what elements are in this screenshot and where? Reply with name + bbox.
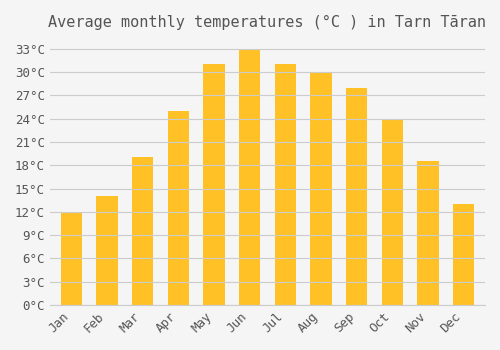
Bar	[382, 119, 403, 305]
Bar	[310, 72, 332, 305]
Bar	[239, 49, 260, 305]
Bar	[203, 64, 224, 305]
Bar	[132, 158, 154, 305]
Bar	[168, 111, 189, 305]
Bar	[417, 161, 438, 305]
Bar	[60, 212, 82, 305]
Bar	[96, 196, 118, 305]
Bar	[453, 204, 474, 305]
Bar	[274, 64, 296, 305]
Bar	[346, 88, 368, 305]
Title: Average monthly temperatures (°C ) in Tarn Tāran: Average monthly temperatures (°C ) in Ta…	[48, 15, 486, 30]
